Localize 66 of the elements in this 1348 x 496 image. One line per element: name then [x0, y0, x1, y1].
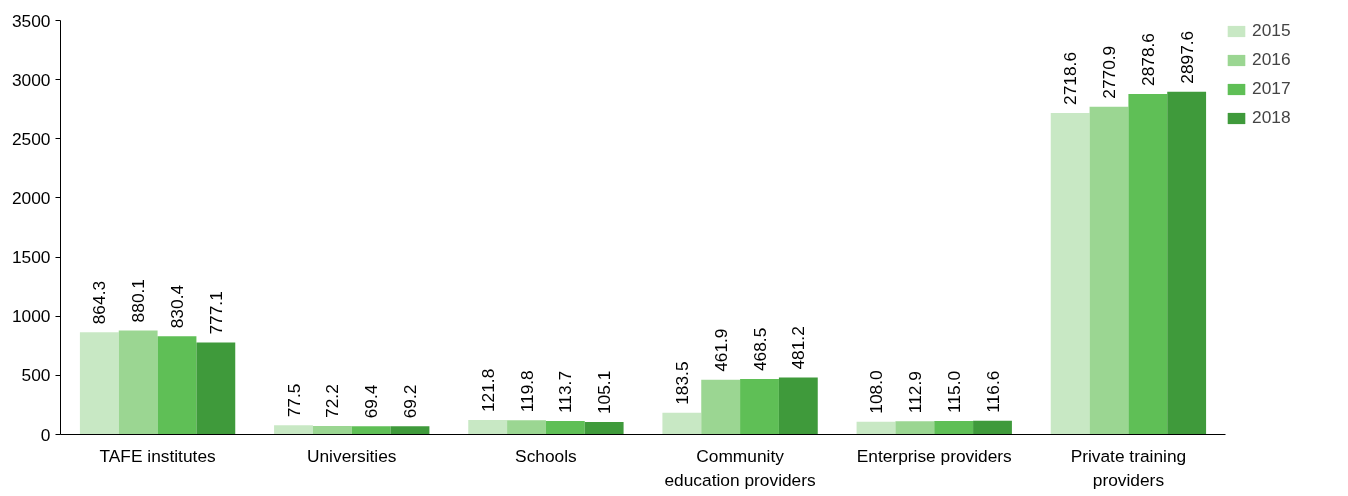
text: 2770.9	[1099, 45, 1119, 99]
bar	[895, 421, 935, 435]
text: 2718.6	[1060, 51, 1081, 105]
bar	[1128, 94, 1168, 435]
x-tick-label: Community education providers	[664, 445, 817, 490]
text: 864.3	[89, 280, 110, 325]
bar	[1167, 91, 1207, 435]
x-tick-label: Private training providers	[1070, 445, 1187, 490]
text: 119.8	[516, 370, 537, 413]
bar	[312, 425, 352, 435]
bar	[701, 379, 741, 435]
text: 72.2	[322, 384, 343, 418]
y-tick-label: 3500	[11, 10, 51, 31]
x-tick-label: Universities	[306, 445, 397, 466]
text: 121.8	[477, 368, 498, 413]
bar	[778, 377, 818, 435]
text: 2897.6	[1176, 30, 1197, 84]
bar	[79, 332, 119, 435]
text: 69.2	[400, 384, 420, 419]
legend-label: 2017	[1252, 78, 1291, 99]
text: 481.2	[788, 326, 809, 370]
bar	[740, 379, 779, 435]
y-tick-label: 2000	[11, 187, 51, 208]
legend-label: 2018	[1252, 107, 1291, 128]
bar	[934, 420, 974, 435]
text: 115.0	[943, 370, 964, 413]
text: 113.7	[555, 370, 576, 414]
bar	[196, 342, 236, 435]
y-tick-label: 1500	[11, 247, 51, 268]
text: 461.9	[710, 328, 731, 372]
bar	[390, 426, 430, 435]
text: 77.5	[283, 383, 304, 418]
y-tick-label: 1000	[11, 306, 51, 327]
bar	[351, 426, 391, 435]
bar	[274, 425, 313, 435]
bar	[118, 330, 158, 435]
bar	[662, 412, 702, 435]
text: 777.1	[205, 291, 226, 335]
text: 112.9	[904, 371, 925, 414]
text: 108.0	[866, 370, 886, 414]
legend-label: 2016	[1252, 49, 1291, 70]
bar	[545, 421, 585, 435]
y-tick-label: 2500	[11, 128, 51, 149]
bar	[157, 336, 197, 435]
text: 830.4	[167, 284, 187, 329]
text: 468.5	[749, 327, 770, 372]
bar	[507, 420, 546, 435]
text: 105.1	[594, 370, 615, 415]
text: 2878.6	[1137, 33, 1158, 86]
legend-label: 2015	[1252, 20, 1291, 41]
bar	[468, 420, 508, 435]
x-tick-label: TAFE institutes	[99, 445, 217, 466]
y-tick-label: 500	[21, 365, 51, 386]
text: 183.5	[671, 361, 692, 405]
text: 880.1	[128, 279, 149, 323]
y-tick-label: 3000	[11, 69, 51, 90]
text: 69.4	[361, 384, 382, 419]
bar	[584, 422, 624, 435]
y-tick-label: 0	[40, 424, 51, 445]
bar	[1089, 106, 1129, 435]
bar	[1050, 112, 1090, 435]
x-tick-label: Schools	[515, 445, 578, 466]
text: 116.6	[982, 370, 1003, 413]
bar	[973, 420, 1012, 435]
x-tick-label: Enterprise providers	[856, 445, 1013, 466]
bar	[856, 421, 896, 435]
